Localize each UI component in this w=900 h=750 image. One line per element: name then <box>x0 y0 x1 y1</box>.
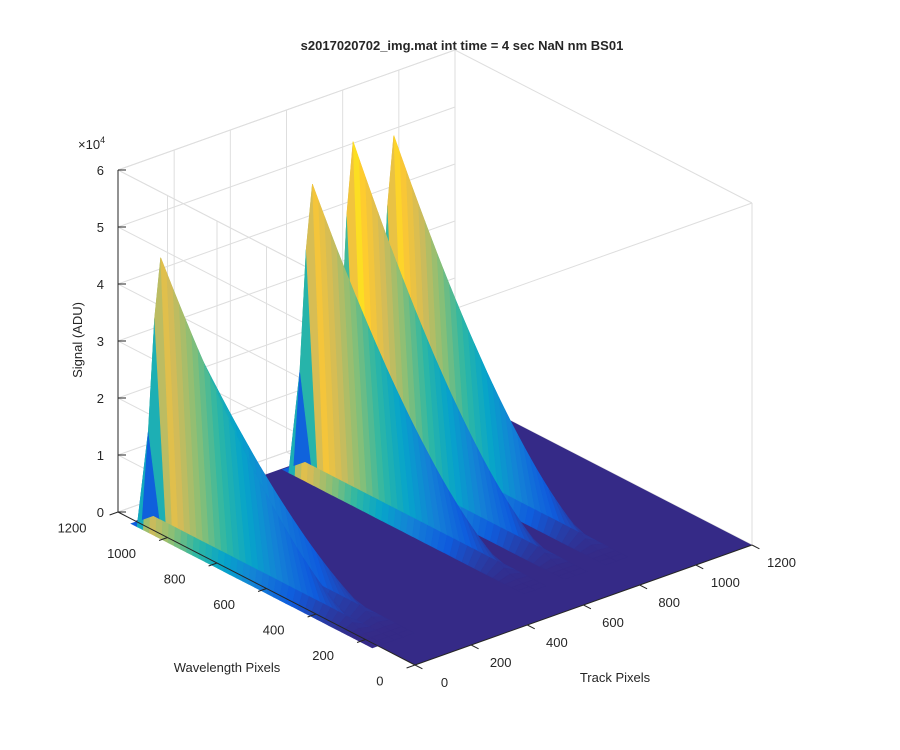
z-tick-label: 3 <box>97 334 104 349</box>
z-exponent: ×104 <box>78 135 105 152</box>
y-tick-label: 0 <box>376 674 383 689</box>
surface-plot <box>130 135 629 649</box>
y-tick <box>208 562 218 567</box>
x-tick-label: 200 <box>490 655 512 670</box>
y-tick-label: 200 <box>312 648 334 663</box>
surface-patch <box>568 567 588 576</box>
x-tick-label: 0 <box>441 675 448 690</box>
surface-patch <box>396 629 416 638</box>
box-edge <box>414 202 753 324</box>
y-tick <box>356 639 366 643</box>
grid-line <box>117 106 456 228</box>
x-tick <box>695 564 704 570</box>
axes-lines <box>109 169 760 670</box>
x-tick <box>583 604 592 610</box>
surface-patch <box>528 582 548 591</box>
track-ridge <box>130 257 396 649</box>
y-tick-label: 1000 <box>107 546 136 561</box>
x-tick-label: 400 <box>546 635 568 650</box>
track-ridge <box>281 184 548 595</box>
surface-patch <box>376 636 396 645</box>
x-tick <box>751 544 760 550</box>
y-tick <box>257 588 267 592</box>
box-edge <box>117 49 456 171</box>
chart-title: s2017020702_img.mat int time = 4 sec NaN… <box>301 38 624 53</box>
y-tick-label: 400 <box>263 623 285 638</box>
x-tick-label: 800 <box>658 595 680 610</box>
z-tick-label: 6 <box>97 163 104 178</box>
y-axis-label: Wavelength Pixels <box>174 660 281 675</box>
x-tick <box>414 664 423 670</box>
z-tick-label: 0 <box>97 505 104 520</box>
x-tick-label: 1000 <box>711 575 740 590</box>
x-axis-label: Track Pixels <box>580 670 651 685</box>
surface-patch <box>609 553 629 562</box>
z-tick-label: 2 <box>97 391 104 406</box>
z-tick-label: 4 <box>97 277 104 292</box>
x-tick <box>470 644 479 650</box>
y-tick <box>158 537 168 541</box>
y-tick <box>406 664 416 669</box>
box-edge <box>454 49 753 204</box>
x-tick <box>639 584 648 590</box>
z-axis-label: Signal (ADU) <box>70 302 85 378</box>
z-tick-label: 5 <box>97 220 104 235</box>
z-tick-label: 1 <box>97 448 104 463</box>
x-tick-label: 600 <box>602 615 624 630</box>
x-tick <box>527 624 535 630</box>
tick-labels: 0200400600800100012000200400600800100012… <box>58 163 796 690</box>
y-tick-label: 1200 <box>58 521 87 536</box>
y-tick-label: 800 <box>164 572 186 587</box>
y-tick <box>307 613 317 618</box>
y-tick-label: 600 <box>213 597 235 612</box>
y-tick <box>109 511 119 516</box>
x-tick-label: 1200 <box>767 555 796 570</box>
